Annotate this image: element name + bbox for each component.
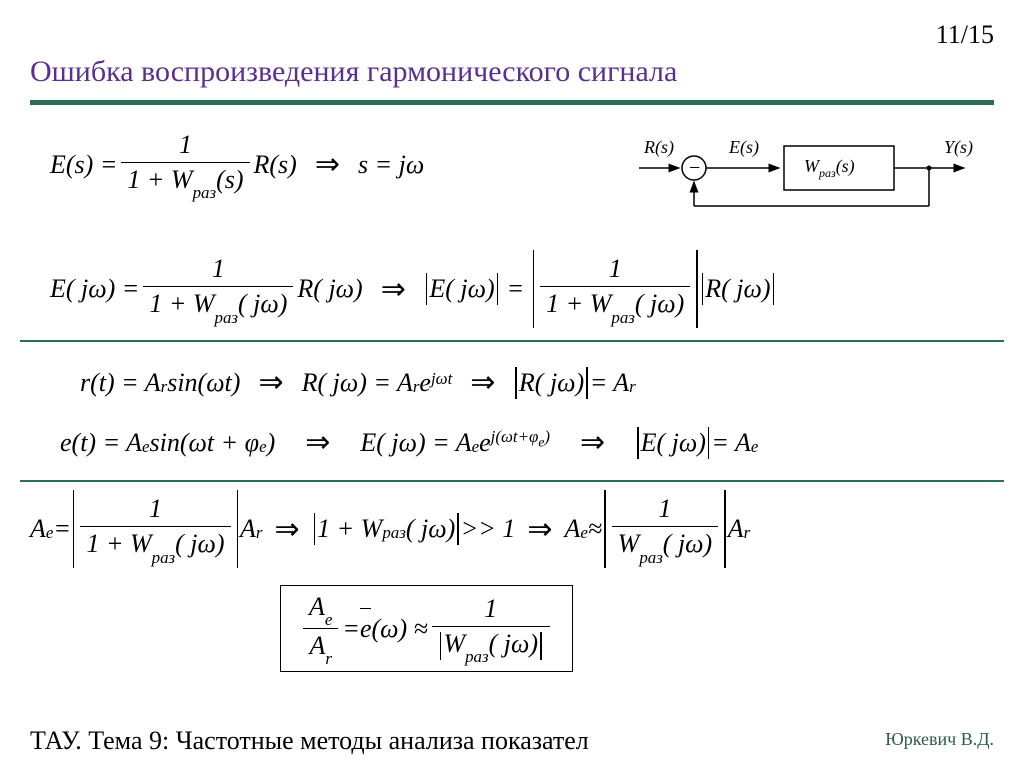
equation-6-boxed: Ae Ar = e (ω) ≈ 1 Wраз( jω) — [280, 585, 573, 672]
equation-3: r(t) = Ar sin(ωt) ⇒ R( jω) = Arejωt ⇒ R(… — [80, 365, 636, 400]
diagram-minus: − — [689, 157, 700, 179]
equation-5: Ae = 1 1 + Wраз( jω) Ar ⇒ 1 + Wраз( jω) … — [30, 490, 750, 568]
implies-icon: ⇒ — [275, 512, 300, 547]
eq1-rhs: R(s) — [254, 150, 297, 180]
page-number: 11/15 — [936, 20, 994, 50]
footer-topic: ТАУ. Тема 9: Частотные методы анализа по… — [30, 726, 589, 756]
slide-title: Ошибка воспроизведения гармонического си… — [30, 55, 677, 89]
implies-icon: ⇒ — [305, 425, 330, 460]
implies-icon: ⇒ — [258, 365, 283, 400]
eq1-lhs: E(s) = — [50, 150, 117, 180]
equation-4: e(t) = Ae sin(ωt + φe) ⇒ E( jω) = Aeej(ω… — [60, 425, 758, 460]
svg-text:Wраз(s): Wраз(s) — [804, 156, 855, 180]
implies-icon: ⇒ — [381, 272, 406, 307]
implies-icon: ⇒ — [580, 425, 605, 460]
eq1-num: 1 — [173, 130, 198, 162]
diagram-output-label: Y(s) — [944, 137, 973, 158]
implies-icon: ⇒ — [527, 512, 552, 547]
block-diagram: R(s) − E(s) Wраз(s) Y(s) — [634, 128, 994, 218]
diagram-block-sub: раз — [818, 166, 836, 180]
eq2-lhs: E( jω) = — [50, 274, 139, 304]
eq1-after: s = jω — [358, 150, 424, 180]
equation-2: E( jω) = 1 1 + Wраз( jω) R( jω) ⇒ E( jω)… — [50, 250, 776, 328]
diagram-block-arg: (s) — [836, 156, 855, 177]
section-rule-2 — [20, 480, 1004, 482]
implies-icon: ⇒ — [470, 365, 495, 400]
section-rule-1 — [20, 340, 1004, 342]
footer-author: Юркевич В.Д. — [885, 729, 994, 750]
diagram-input-label: R(s) — [643, 137, 674, 158]
title-rule — [30, 100, 994, 105]
equation-1: E(s) = 1 1 + Wраз(s) R(s) ⇒ s = jω — [50, 130, 424, 199]
diagram-error-label: E(s) — [728, 137, 759, 158]
implies-icon: ⇒ — [315, 147, 340, 182]
